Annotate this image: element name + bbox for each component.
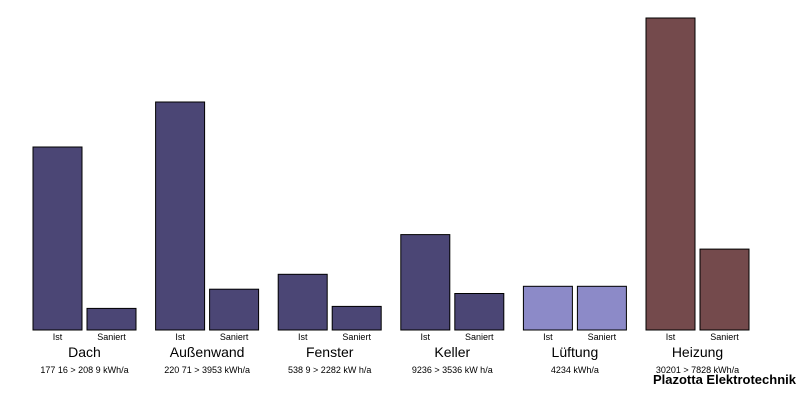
bar-ist — [32, 146, 83, 331]
bar-saniert — [331, 305, 382, 331]
category-label: Dach — [68, 344, 101, 360]
bar-label: Ist — [543, 332, 553, 342]
bar-label: Ist — [298, 332, 308, 342]
brand-label: Plazotta Elektrotechnik — [653, 372, 797, 387]
bar-ist — [645, 17, 696, 331]
bar-label: Ist — [175, 332, 185, 342]
bar-label: Saniert — [97, 332, 126, 342]
bar-saniert — [86, 307, 137, 331]
bar-label: Ist — [53, 332, 63, 342]
bar-saniert — [699, 248, 750, 331]
category-label: Heizung — [672, 344, 723, 360]
bar-label: Saniert — [220, 332, 249, 342]
bar-label: Saniert — [588, 332, 617, 342]
bar-ist — [522, 285, 573, 331]
bar-saniert — [576, 285, 627, 331]
bar-ist — [400, 234, 451, 331]
category-label: Keller — [434, 344, 470, 360]
bar-label: Saniert — [342, 332, 371, 342]
category-summary: 30201 > 7828 kWh/a — [656, 365, 739, 375]
bar-saniert — [209, 288, 260, 331]
bar-group — [32, 17, 750, 331]
bar-ist — [277, 273, 328, 331]
category-summary: 538 9 > 2282 kW h/a — [288, 365, 371, 375]
category-label: Lüftung — [552, 344, 599, 360]
category-label: Außenwand — [170, 344, 245, 360]
bar-label: Ist — [666, 332, 676, 342]
category-label: Fenster — [306, 344, 354, 360]
category-summary: 177 16 > 208 9 kWh/a — [40, 365, 128, 375]
bar-label: Ist — [421, 332, 431, 342]
bar-ist — [155, 101, 206, 331]
category-summary: 9236 > 3536 kW h/a — [412, 365, 493, 375]
label-group: Ist Saniert Dach 177 16 > 208 9 kWh/a Ist San… — [40, 332, 739, 375]
category-summary: 220 71 > 3953 kWh/a — [164, 365, 250, 375]
category-summary: 4234 kWh/a — [551, 365, 599, 375]
bar-saniert — [454, 293, 505, 331]
bar-label: Saniert — [710, 332, 739, 342]
bar-label: Saniert — [465, 332, 494, 342]
